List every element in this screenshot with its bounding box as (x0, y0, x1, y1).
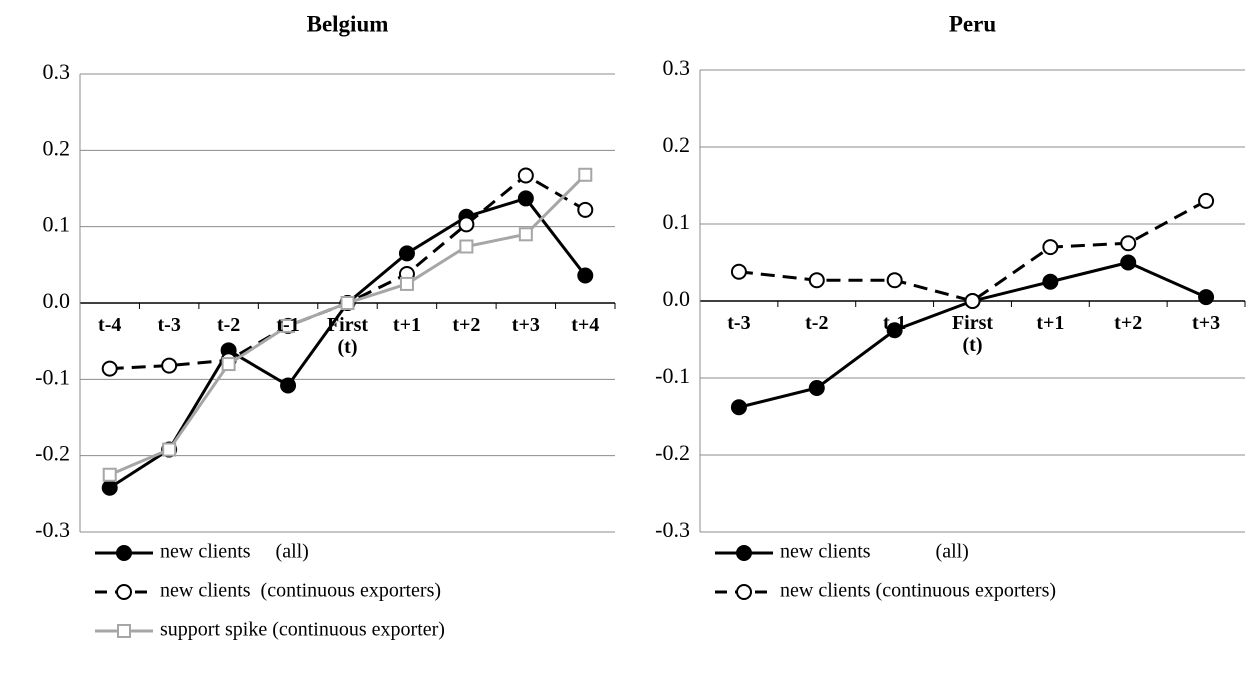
x-tick-label: First (t) (951, 312, 994, 356)
data-point (1042, 273, 1059, 290)
data-point (808, 380, 825, 397)
data-point (730, 399, 747, 416)
x-tick-label: t-3 (157, 314, 181, 336)
data-point (886, 272, 903, 289)
y-tick-label: 0.0 (43, 288, 71, 313)
data-point (517, 167, 534, 184)
x-tick-label: t-3 (727, 312, 751, 334)
data-point (518, 227, 533, 242)
x-tick-label: t+4 (571, 314, 600, 336)
x-tick-label: t+2 (452, 314, 481, 336)
data-point (221, 357, 236, 372)
legend-label: support spike (continuous exporter) (160, 619, 445, 641)
data-point (1042, 239, 1059, 256)
legend-marker (116, 545, 132, 561)
y-tick-label: -0.3 (35, 517, 70, 542)
y-tick-label: -0.1 (655, 363, 690, 388)
data-point (1120, 235, 1137, 252)
x-tick-label: t+2 (1114, 312, 1143, 334)
x-tick-label: t+1 (392, 314, 421, 336)
y-tick-label: -0.2 (35, 441, 70, 466)
x-tick-label: First (t) (326, 314, 369, 358)
x-tick-label: t-1 (882, 312, 907, 334)
data-point (459, 239, 474, 254)
y-tick-label: 0.2 (43, 135, 71, 160)
data-point (101, 360, 118, 377)
legend-label: new clients (continuous exporters) (780, 580, 1056, 602)
data-point (162, 442, 177, 457)
data-point (281, 318, 296, 333)
data-point (101, 479, 118, 496)
x-tick-label: t+1 (1036, 312, 1065, 334)
data-point (578, 167, 593, 182)
data-point (1198, 192, 1215, 209)
y-tick-label: -0.3 (655, 517, 690, 542)
x-tick-label: t-1 (276, 314, 300, 336)
x-tick-label: t+3 (1192, 312, 1221, 334)
data-point (730, 263, 747, 280)
legend-marker (116, 584, 132, 600)
y-tick-label: 0.0 (663, 286, 691, 311)
x-tick-label: t-4 (98, 314, 122, 336)
data-point (577, 267, 594, 284)
data-point (280, 377, 297, 394)
data-point (1120, 254, 1137, 271)
data-point (577, 201, 594, 218)
data-point (964, 293, 981, 309)
data-point (1198, 289, 1215, 306)
data-point (102, 467, 117, 482)
chart-title: Belgium (307, 11, 389, 36)
data-point (340, 296, 355, 310)
data-point (886, 322, 903, 339)
y-tick-label: 0.2 (663, 132, 691, 157)
data-point (161, 357, 178, 374)
series-line (738, 199, 1207, 303)
data-point (399, 276, 414, 291)
y-tick-label: 0.1 (43, 212, 71, 237)
y-tick-label: -0.1 (35, 364, 70, 389)
y-tick-label: 0.3 (43, 59, 71, 84)
legend-marker (736, 584, 752, 600)
y-tick-label: 0.3 (663, 55, 691, 80)
data-point (398, 245, 415, 262)
legend-marker (117, 624, 131, 638)
data-point (517, 190, 534, 207)
data-point (458, 216, 475, 233)
data-point (808, 272, 825, 289)
x-tick-label: t-2 (216, 314, 241, 336)
x-tick-label: t+3 (511, 314, 540, 336)
x-tick-label: t-2 (805, 312, 829, 334)
chart-title: Peru (949, 11, 996, 36)
legend-label: new clients (all) (780, 541, 969, 563)
legend-marker (736, 545, 752, 561)
legend-label: new clients (all) (160, 541, 309, 563)
legend-label: new clients (continuous exporters) (160, 580, 441, 602)
y-tick-label: -0.2 (655, 440, 690, 465)
y-tick-label: 0.1 (663, 209, 691, 234)
